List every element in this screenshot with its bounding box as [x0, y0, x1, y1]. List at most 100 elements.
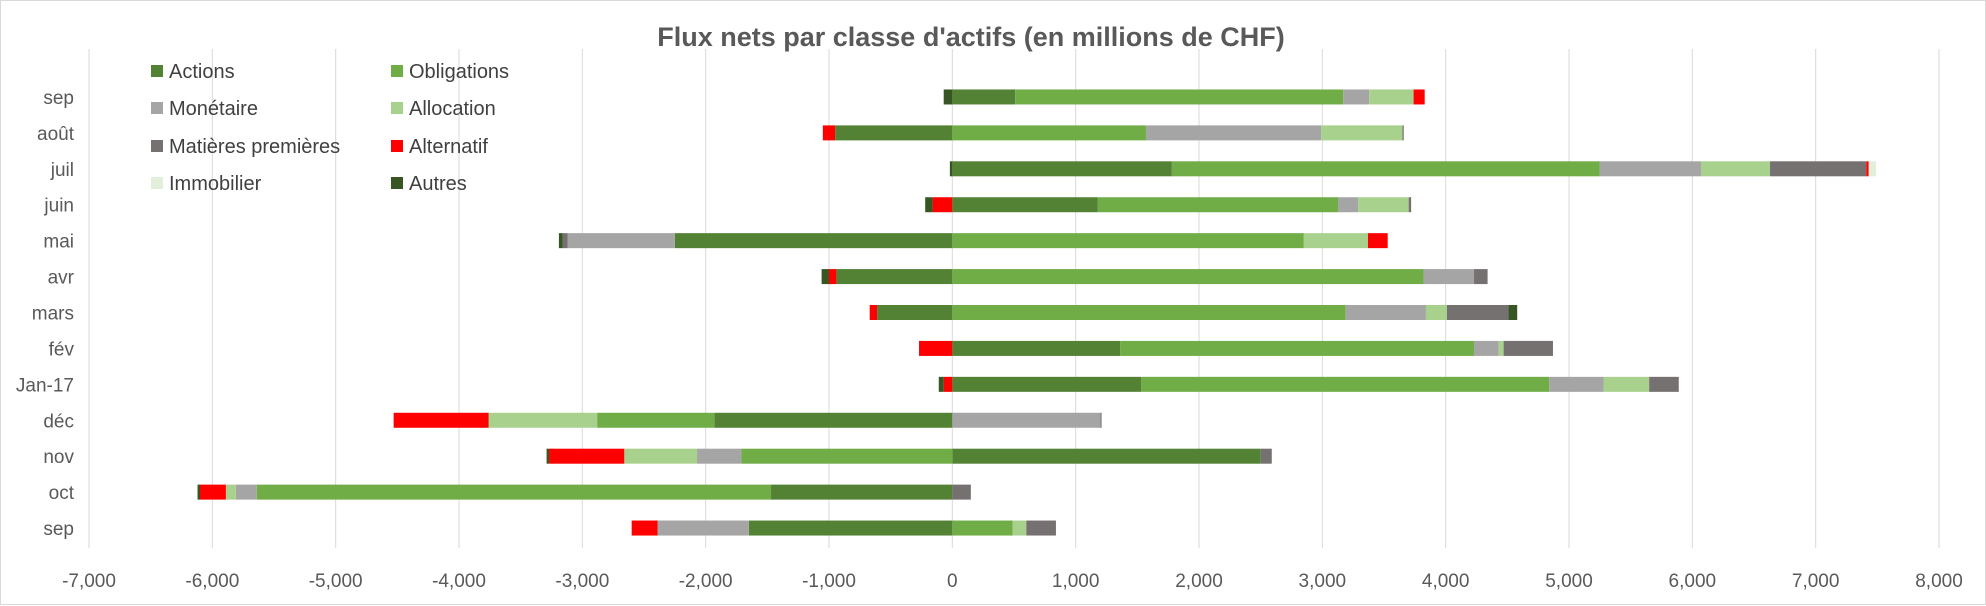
- bar-segment: [1408, 197, 1412, 213]
- bar-segment: [674, 233, 953, 249]
- legend-label: Matières premières: [169, 136, 340, 158]
- bar-segment: [1649, 376, 1679, 392]
- y-tick-label: sep: [43, 519, 74, 540]
- bar-segment: [697, 448, 742, 464]
- y-tick-label: mai: [43, 232, 74, 253]
- bar-segment: [1446, 305, 1509, 320]
- bar-segment: [952, 376, 1142, 392]
- bar-segment: [1423, 269, 1475, 285]
- bar-segment: [256, 484, 772, 500]
- bar-segment: [1303, 233, 1368, 249]
- bar-segment: [393, 412, 489, 428]
- x-tick-label: 6,000: [1669, 571, 1717, 592]
- legend-swatch: [151, 102, 163, 114]
- bar-segment: [952, 269, 1424, 285]
- bar-segment: [952, 125, 1146, 141]
- bar-segment: [1097, 197, 1339, 213]
- bar-segment: [1402, 125, 1404, 141]
- y-tick-label: avr: [48, 268, 75, 289]
- bar-segment: [1367, 233, 1388, 249]
- bar-segment: [1599, 161, 1701, 177]
- bar-segment: [835, 125, 953, 141]
- bar-segment: [741, 448, 953, 464]
- y-tick-label: juin: [43, 196, 74, 217]
- legend-label: Immobilier: [169, 173, 262, 195]
- bar-segment: [952, 233, 1304, 249]
- x-tick-label: -5,000: [309, 571, 363, 592]
- bar-segment: [1026, 520, 1056, 536]
- bars: [197, 89, 1877, 536]
- x-tick-label: 5,000: [1545, 571, 1593, 592]
- bar-segment: [943, 89, 953, 105]
- bar-segment: [1498, 340, 1504, 356]
- legend-swatch: [391, 140, 403, 152]
- bar-segment: [1413, 89, 1425, 105]
- bar-segment: [943, 376, 953, 392]
- bar-segment: [1171, 161, 1600, 177]
- bar-segment: [1369, 89, 1414, 105]
- bar-segment: [938, 376, 944, 392]
- bar-segment: [1345, 305, 1426, 320]
- x-axis-tick-labels: -7,000 -6,000 -5,000 -4,000 -3,000 -2,000 -1,0…: [62, 571, 1963, 592]
- bar-segment: [925, 197, 933, 213]
- bar-segment: [1012, 520, 1027, 536]
- legend-label: Obligations: [409, 61, 509, 83]
- x-tick-label: 8,000: [1915, 571, 1963, 592]
- bar-segment: [225, 484, 236, 500]
- bar-segment: [952, 197, 1098, 213]
- legend-swatch: [151, 177, 163, 189]
- bar-segment: [1120, 340, 1475, 356]
- bar-segment: [714, 412, 953, 428]
- bar-segment: [1338, 197, 1359, 213]
- bar-segment: [1508, 305, 1518, 320]
- legend-label: Autres: [409, 173, 467, 195]
- y-axis-category-labels: sep oct nov déc Jan-17 fév mars avr mai juin juil a…: [16, 88, 75, 540]
- y-tick-label: sep: [43, 88, 74, 109]
- bar-segment: [1100, 412, 1102, 428]
- bar-segment: [1603, 376, 1650, 392]
- bar-segment: [597, 412, 715, 428]
- bar-segment: [1425, 305, 1447, 320]
- bar-segment: [546, 448, 550, 464]
- bar-segment: [197, 484, 200, 500]
- bar-segment: [1474, 340, 1499, 356]
- bar-segment: [562, 233, 568, 249]
- bar-segment: [1343, 89, 1370, 105]
- legend: Actions Obligations Monétaire Allocation Mat…: [151, 61, 509, 195]
- y-tick-label: juil: [50, 160, 74, 181]
- y-tick-label: Jan-17: [16, 375, 74, 396]
- bar-segment: [1145, 125, 1322, 141]
- chart-title: Flux nets par classe d'actifs (en millio…: [657, 22, 1285, 52]
- legend-label: Allocation: [409, 98, 496, 120]
- bar-segment: [1866, 161, 1869, 177]
- bar-segment: [952, 89, 1016, 105]
- bar-segment: [919, 340, 953, 356]
- bar-segment: [488, 412, 598, 428]
- bar-segment: [952, 520, 1013, 536]
- bar-segment: [949, 161, 953, 177]
- y-tick-label: août: [37, 124, 75, 145]
- bar-segment: [1770, 161, 1867, 177]
- bar-segment: [952, 448, 1261, 464]
- bar-segment: [1474, 269, 1488, 285]
- bar-segment: [952, 161, 1172, 177]
- bar-segment: [877, 305, 953, 320]
- bar-segment: [821, 269, 829, 285]
- bar-segment: [1868, 161, 1877, 177]
- bar-segment: [829, 269, 837, 285]
- gridlines: [88, 49, 1940, 548]
- bar-segment: [200, 484, 226, 500]
- bar-segment: [1141, 376, 1550, 392]
- legend-swatch: [391, 65, 403, 77]
- bar-segment: [549, 448, 625, 464]
- bar-segment: [1015, 89, 1344, 105]
- bar-segment: [1260, 448, 1272, 464]
- x-tick-label: 4,000: [1422, 571, 1470, 592]
- x-tick-label: -3,000: [555, 571, 609, 592]
- bar-segment: [748, 520, 953, 536]
- x-tick-label: 3,000: [1299, 571, 1347, 592]
- x-tick-label: -6,000: [185, 571, 239, 592]
- legend-label: Alternatif: [409, 136, 488, 158]
- y-tick-label: oct: [49, 483, 75, 504]
